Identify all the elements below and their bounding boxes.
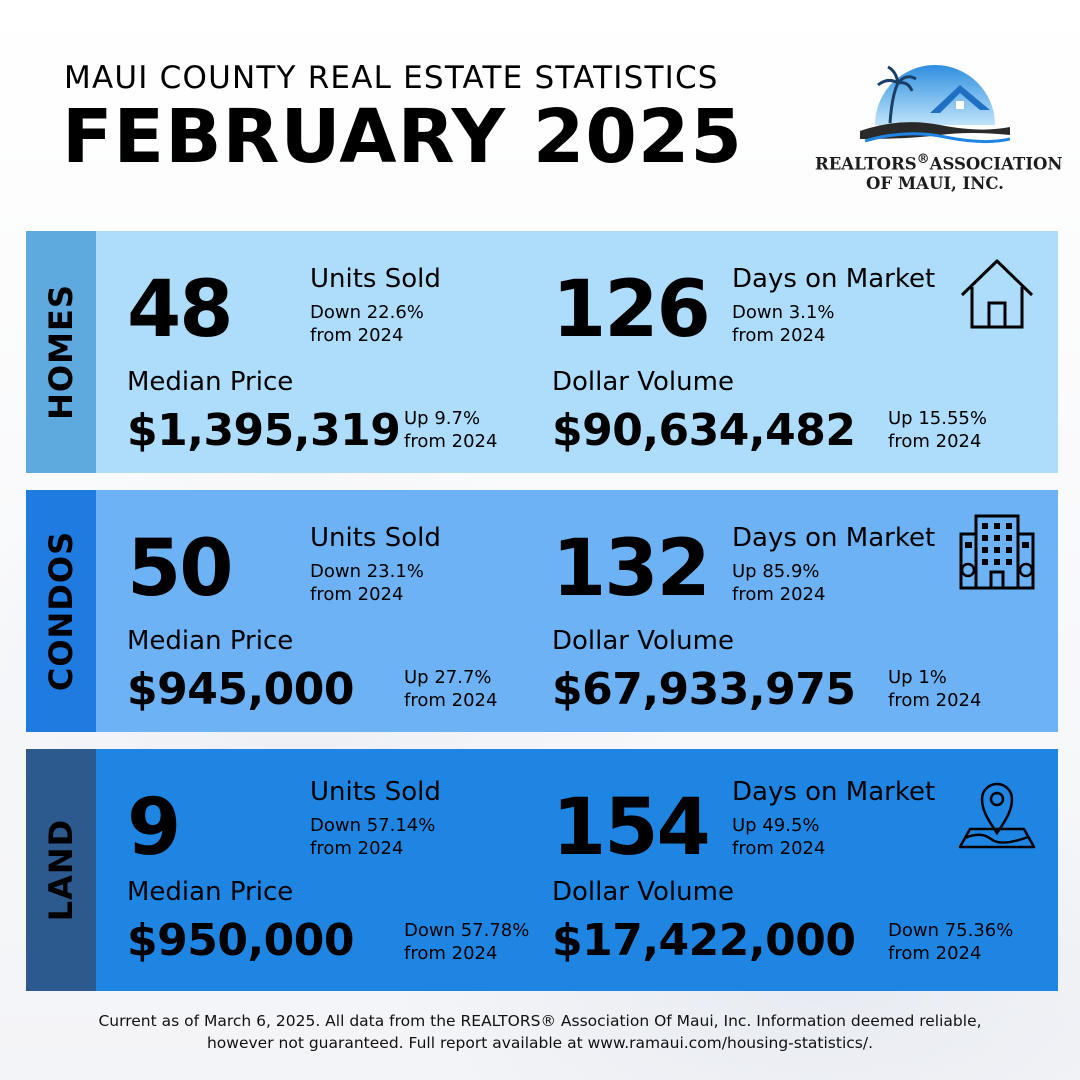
homes-tab-label: HOMES xyxy=(42,284,80,420)
land-median-change-line1: Down 57.78% xyxy=(404,920,530,941)
logo-line1-a: REALTORS xyxy=(815,154,917,174)
land-units-sold: 9 xyxy=(127,783,181,873)
land-units-change: Down 57.14% from 2024 xyxy=(310,814,435,860)
condos-dom-change-line1: Up 85.9% xyxy=(732,561,820,582)
house-icon xyxy=(956,253,1038,333)
condos-panel: 50 Units Sold Down 23.1% from 2024 132 D… xyxy=(96,490,1058,732)
building-icon xyxy=(956,512,1038,592)
homes-median-label: Median Price xyxy=(127,367,294,397)
logo-graphic xyxy=(860,65,1010,144)
homes-volume-change: Up 15.55% from 2024 xyxy=(888,407,987,453)
homes-volume-label: Dollar Volume xyxy=(552,367,734,397)
logo-text: REALTORS®ASSOCIATION OF MAUI, INC. xyxy=(815,150,1063,193)
land-median-change: Down 57.78% from 2024 xyxy=(404,919,529,965)
land-median-change-line2: from 2024 xyxy=(404,943,498,964)
land-tab: LAND xyxy=(26,749,96,991)
homes-dom-change-line2: from 2024 xyxy=(732,325,826,346)
land-units-change-line1: Down 57.14% xyxy=(310,815,436,836)
condos-median-change: Up 27.7% from 2024 xyxy=(404,666,497,712)
homes-units-change: Down 22.6% from 2024 xyxy=(310,301,424,347)
condos-volume-label: Dollar Volume xyxy=(552,626,734,656)
homes-units-sold: 48 xyxy=(127,265,234,355)
condos-units-sold: 50 xyxy=(127,524,234,614)
page-subtitle: MAUI COUNTY REAL ESTATE STATISTICS xyxy=(64,60,719,96)
land-volume-change: Down 75.36% from 2024 xyxy=(888,919,1013,965)
condos-units-change: Down 23.1% from 2024 xyxy=(310,560,424,606)
logo-line1-b: ASSOCIATION xyxy=(929,154,1063,174)
condos-dollar-volume: $67,933,975 xyxy=(552,664,856,715)
homes-dollar-volume: $90,634,482 xyxy=(552,405,856,456)
homes-volume-change-line2: from 2024 xyxy=(888,431,982,452)
condos-units-change-line1: Down 23.1% xyxy=(310,561,424,582)
homes-dom-change-line1: Down 3.1% xyxy=(732,302,835,323)
footer-disclaimer: Current as of March 6, 2025. All data fr… xyxy=(0,1010,1080,1054)
condos-median-change-line2: from 2024 xyxy=(404,690,498,711)
homes-median-change-line2: from 2024 xyxy=(404,431,498,452)
condos-median-price: $945,000 xyxy=(127,664,355,715)
homes-panel: 48 Units Sold Down 22.6% from 2024 126 D… xyxy=(96,231,1058,473)
condos-tab-label: CONDOS xyxy=(42,530,80,692)
land-volume-change-line2: from 2024 xyxy=(888,943,982,964)
condos-volume-change: Up 1% from 2024 xyxy=(888,666,981,712)
land-units-label: Units Sold xyxy=(310,777,441,807)
land-dom-change-line2: from 2024 xyxy=(732,838,826,859)
land-median-price: $950,000 xyxy=(127,915,355,966)
land-volume-label: Dollar Volume xyxy=(552,877,734,907)
land-units-change-line2: from 2024 xyxy=(310,838,404,859)
homes-tab: HOMES xyxy=(26,231,96,473)
homes-units-change-line1: Down 22.6% xyxy=(310,302,424,323)
footer-line2: however not guaranteed. Full report avai… xyxy=(206,1034,874,1052)
condos-units-label: Units Sold xyxy=(310,523,441,553)
homes-median-change: Up 9.7% from 2024 xyxy=(404,407,497,453)
realtors-association-logo: REALTORS®ASSOCIATION OF MAUI, INC. xyxy=(815,55,1063,193)
land-section: LAND 9 Units Sold Down 57.14% from 2024 … xyxy=(26,749,1058,991)
land-dom-label: Days on Market xyxy=(732,777,936,807)
condos-dom-label: Days on Market xyxy=(732,523,936,553)
land-panel: 9 Units Sold Down 57.14% from 2024 154 D… xyxy=(96,749,1058,991)
condos-days-on-market: 132 xyxy=(552,524,711,614)
page-title: FEBRUARY 2025 xyxy=(62,94,743,180)
land-dom-change: Up 49.5% from 2024 xyxy=(732,814,825,860)
homes-dom-change: Down 3.1% from 2024 xyxy=(732,301,834,347)
land-volume-change-line1: Down 75.36% xyxy=(888,920,1014,941)
homes-section: HOMES 48 Units Sold Down 22.6% from 2024… xyxy=(26,231,1058,473)
land-median-label: Median Price xyxy=(127,877,294,907)
map-pin-icon xyxy=(956,771,1038,851)
logo-line2: OF MAUI, INC. xyxy=(866,173,1004,193)
land-tab-label: LAND xyxy=(42,818,80,922)
land-dollar-volume: $17,422,000 xyxy=(552,915,856,966)
homes-median-change-line1: Up 9.7% xyxy=(404,408,481,429)
condos-volume-change-line2: from 2024 xyxy=(888,690,982,711)
condos-median-change-line1: Up 27.7% xyxy=(404,667,492,688)
homes-dom-label: Days on Market xyxy=(732,264,936,294)
land-days-on-market: 154 xyxy=(552,783,711,873)
condos-volume-change-line1: Up 1% xyxy=(888,667,947,688)
condos-dom-change-line2: from 2024 xyxy=(732,584,826,605)
homes-units-change-line2: from 2024 xyxy=(310,325,404,346)
land-dom-change-line1: Up 49.5% xyxy=(732,815,820,836)
condos-units-change-line2: from 2024 xyxy=(310,584,404,605)
condos-section: CONDOS 50 Units Sold Down 23.1% from 202… xyxy=(26,490,1058,732)
homes-units-label: Units Sold xyxy=(310,264,441,294)
homes-median-price: $1,395,319 xyxy=(127,405,401,456)
footer-line1: Current as of March 6, 2025. All data fr… xyxy=(98,1012,982,1030)
homes-volume-change-line1: Up 15.55% xyxy=(888,408,987,429)
homes-days-on-market: 126 xyxy=(552,265,711,355)
condos-median-label: Median Price xyxy=(127,626,294,656)
condos-tab: CONDOS xyxy=(26,490,96,732)
condos-dom-change: Up 85.9% from 2024 xyxy=(732,560,825,606)
logo-registered-mark: ® xyxy=(916,152,930,167)
